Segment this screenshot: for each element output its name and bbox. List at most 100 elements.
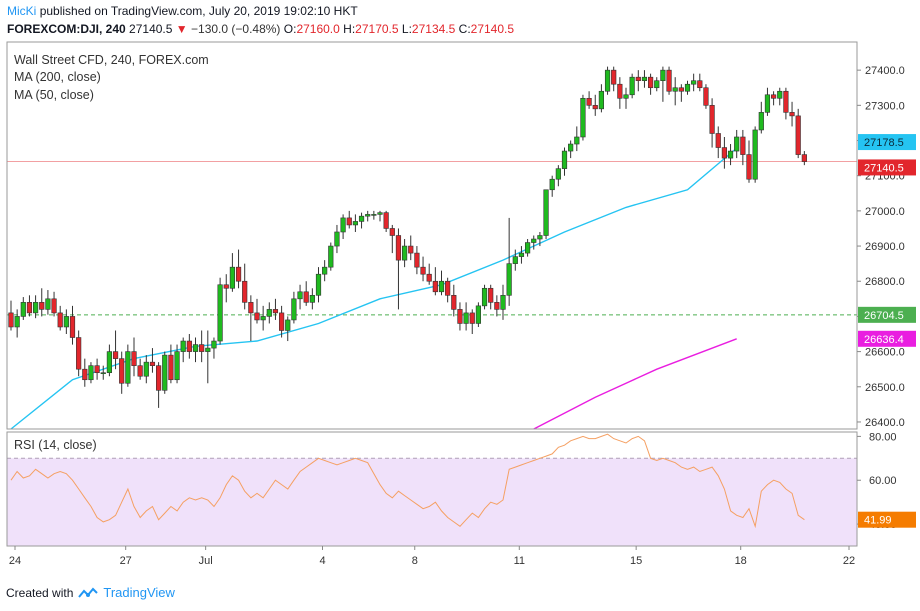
candle-up: [229, 266, 236, 289]
high-label: H:: [343, 22, 356, 36]
created-with-text: Created with: [6, 585, 74, 600]
candle-up: [641, 76, 648, 81]
author-link[interactable]: MicKi: [7, 4, 37, 18]
candle-up: [598, 90, 604, 110]
ma50-legend[interactable]: MA (50, close): [14, 88, 94, 102]
rsi-legend[interactable]: RSI (14, close): [14, 438, 97, 452]
candle-down: [186, 340, 192, 352]
candle-down: [426, 273, 432, 282]
ma200-legend[interactable]: MA (200, close): [14, 70, 101, 84]
ma200-value-tag: 26636.4: [864, 334, 904, 346]
candle-down: [457, 309, 463, 324]
candle-up: [543, 189, 549, 236]
publish-text: published on TradingView.com, July 20, 2…: [39, 4, 358, 18]
candle-up: [205, 347, 211, 352]
candle-down: [8, 312, 14, 328]
candle-up: [758, 112, 764, 131]
candle-down: [469, 312, 475, 324]
candle-down: [278, 312, 285, 331]
candle-up: [211, 340, 217, 349]
candle-down: [617, 83, 623, 99]
candle-down: [119, 358, 125, 384]
y-tick-label: 26500.0: [865, 382, 905, 394]
candle-down: [82, 368, 88, 381]
candle-down: [303, 291, 309, 303]
y-tick-label: 26400.0: [865, 417, 905, 429]
instrument-legend: Wall Street CFD, 240, FOREX.com: [14, 53, 209, 67]
candle-up: [500, 295, 506, 310]
candle-down: [51, 298, 57, 314]
candle-up: [475, 305, 482, 324]
candle-up: [180, 340, 186, 352]
candle-up: [777, 90, 783, 99]
candle-up: [358, 215, 365, 222]
candle-up: [764, 94, 771, 113]
candle-up: [555, 168, 561, 180]
brand-name[interactable]: TradingView: [103, 585, 175, 600]
candle-up: [604, 69, 611, 92]
candle-down: [149, 361, 156, 366]
price-pane-frame: [6, 41, 858, 430]
candle-up: [162, 354, 168, 391]
candle-down: [168, 354, 174, 381]
x-tick-label: 4: [319, 555, 325, 567]
candle-down: [389, 228, 395, 236]
change-text: −130.0 (−0.48%): [191, 22, 281, 36]
y-tick-label: 27000.0: [865, 206, 905, 218]
candle-down: [408, 245, 414, 254]
candle-up: [260, 316, 266, 321]
x-tick-label: 8: [412, 555, 418, 567]
candle-up: [727, 150, 734, 159]
candle-up: [192, 344, 199, 352]
candle-down: [199, 344, 205, 352]
candle-up: [684, 83, 691, 92]
candle-up: [752, 129, 758, 180]
ma50-line: [10, 147, 738, 430]
candle-down: [709, 105, 715, 134]
x-tick-label: 27: [120, 555, 132, 567]
rsi-value-tag-bg: [858, 511, 916, 528]
ma200-line: [533, 338, 737, 430]
x-tick-label: Jul: [199, 555, 213, 567]
low-label: L:: [401, 22, 412, 36]
candle-down: [137, 365, 143, 377]
change-arrow-icon: ▼: [175, 22, 188, 36]
candle-up: [340, 217, 346, 233]
candle-up: [401, 245, 408, 261]
rsi-tick-label: 60.00: [869, 475, 897, 487]
candle-down: [254, 312, 260, 321]
rsi-band: [7, 458, 857, 546]
symbol-info-bar: FOREXCOM:DJI, 240 27140.5 ▼ −130.0 (−0.4…: [7, 22, 514, 36]
x-tick-label: 24: [9, 555, 21, 567]
candle-up: [322, 266, 328, 275]
candle-up: [549, 178, 555, 191]
candle-down: [242, 280, 248, 303]
y-tick-label: 26800.0: [865, 276, 905, 288]
rsi-band-layer: [7, 457, 857, 547]
candle-up: [531, 238, 537, 243]
candle-down: [647, 76, 654, 89]
rsi-pane-frame: [6, 431, 858, 547]
support-level-tag-bg: [858, 306, 916, 323]
candle-up: [45, 298, 51, 310]
candle-down: [414, 252, 420, 268]
candle-up: [315, 273, 322, 296]
candle-up: [100, 372, 106, 375]
last-price-text: 27140.5: [129, 22, 173, 36]
close-value: 27140.5: [470, 22, 515, 36]
candle-down: [666, 69, 672, 92]
candle-up: [561, 150, 568, 169]
candle-up: [106, 351, 112, 374]
price-label-layer: 27178.5 27140.5 26704.5 26636.4 41.99: [858, 134, 916, 528]
candle-up: [20, 302, 26, 317]
ma50-value-tag-bg: [858, 134, 916, 151]
candle-up: [217, 284, 223, 342]
candle-down: [697, 80, 703, 89]
candle-down: [721, 147, 727, 159]
candle-down: [395, 235, 402, 261]
y-tick-label: 27400.0: [865, 65, 905, 77]
rsi-line: [10, 433, 805, 529]
candle-down: [248, 302, 254, 314]
candle-down: [432, 280, 438, 293]
